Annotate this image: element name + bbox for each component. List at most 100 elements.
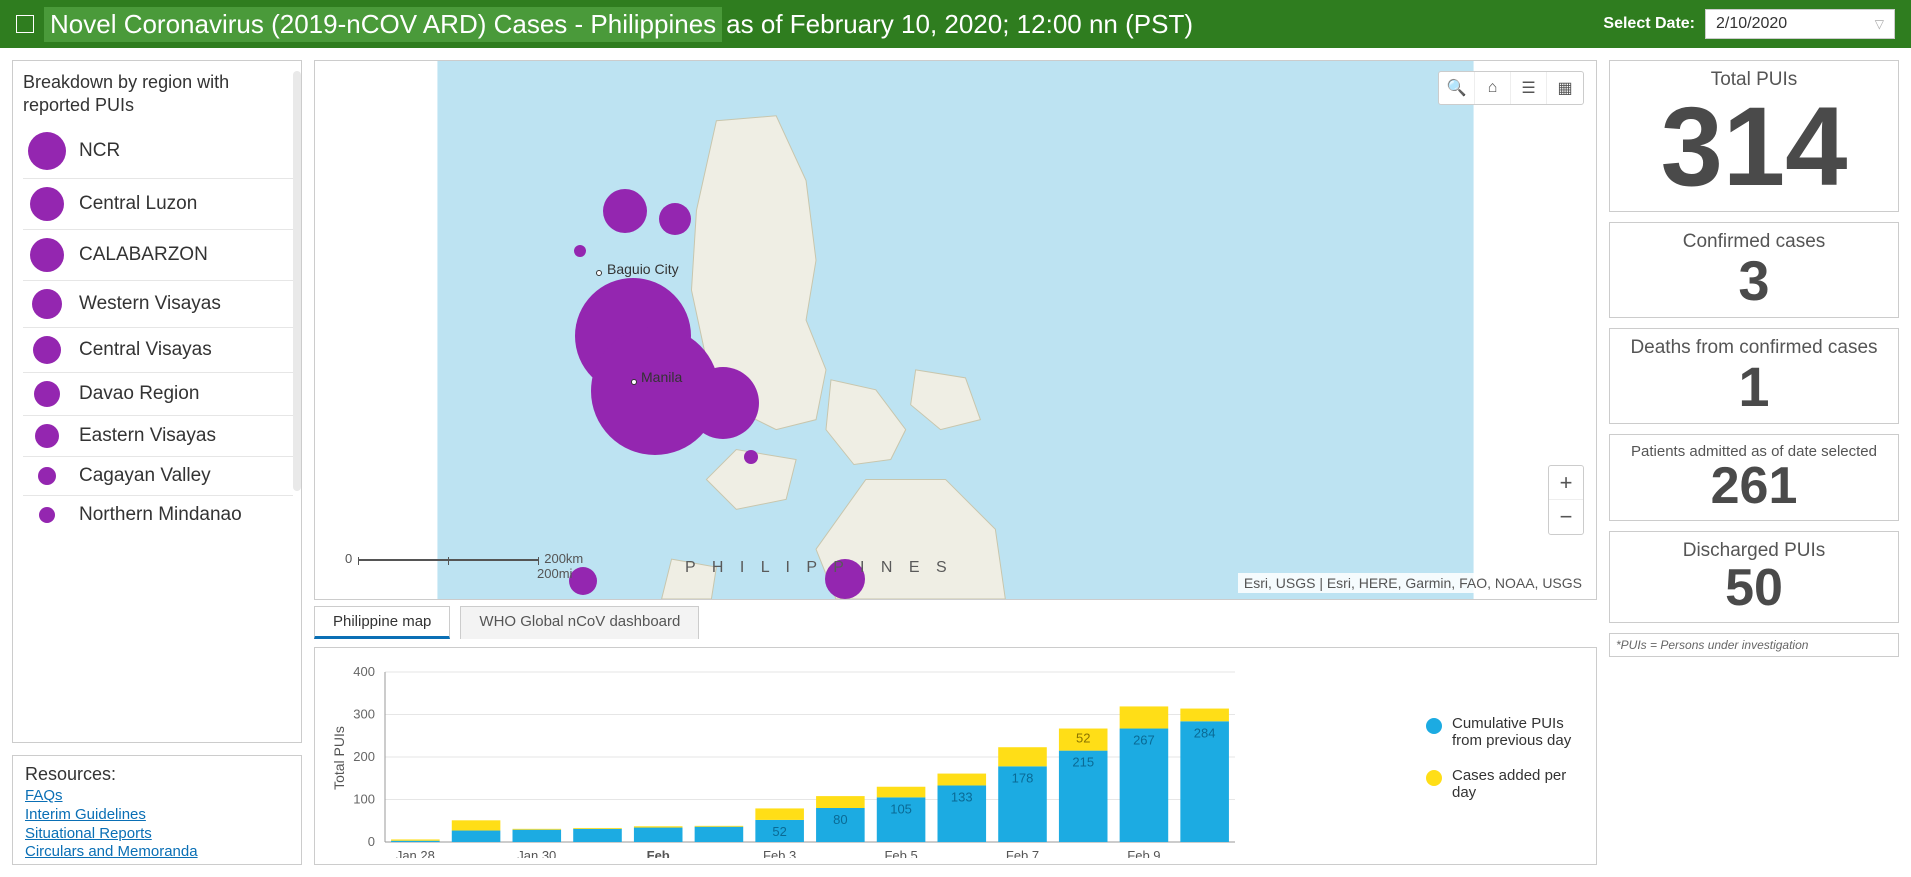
svg-text:Feb 9: Feb 9 xyxy=(1127,848,1160,858)
app-icon xyxy=(16,15,34,33)
svg-text:Feb 3: Feb 3 xyxy=(763,848,796,858)
svg-text:52: 52 xyxy=(1076,731,1090,746)
stat-value: 261 xyxy=(1616,460,1892,512)
region-dot-icon xyxy=(30,187,64,221)
svg-text:80: 80 xyxy=(833,812,847,827)
chart-y-title: Total PUIs xyxy=(331,726,347,790)
stat-value: 1 xyxy=(1616,359,1892,415)
map-bubble[interactable] xyxy=(659,203,691,235)
stat-card: Discharged PUIs50 xyxy=(1609,531,1899,623)
date-picker[interactable]: 2/10/2020 ▽ xyxy=(1705,9,1895,39)
scrollbar[interactable] xyxy=(293,71,301,491)
resource-link[interactable]: Situational Reports xyxy=(25,825,289,844)
search-icon[interactable]: 🔍 xyxy=(1439,72,1475,104)
legend-item: Cases added per day xyxy=(1426,767,1578,801)
svg-text:178: 178 xyxy=(1012,770,1034,785)
svg-text:400: 400 xyxy=(353,664,375,679)
region-item[interactable]: NCR xyxy=(23,124,293,179)
region-dot-icon xyxy=(32,289,62,319)
legend-text: Cumulative PUIs from previous day xyxy=(1452,715,1578,749)
region-item[interactable]: Eastern Visayas xyxy=(23,416,293,457)
stat-value: 3 xyxy=(1616,253,1892,309)
region-dot-icon xyxy=(34,381,60,407)
home-icon[interactable]: ⌂ xyxy=(1475,72,1511,104)
regions-title: Breakdown by region with reported PUIs xyxy=(23,71,293,116)
basemap-icon[interactable]: ▦ xyxy=(1547,72,1583,104)
scale-bar: 0200km 200mi xyxy=(345,551,583,581)
chart-panel: Total PUIs 01002003004005280105133178215… xyxy=(314,647,1597,865)
page-title-highlight: Novel Coronavirus (2019-nCOV ARD) Cases … xyxy=(44,7,722,42)
zoom-out-button[interactable]: − xyxy=(1549,500,1583,534)
map-toolbar: 🔍 ⌂ ☰ ▦ xyxy=(1438,71,1584,105)
city-label-baguio: Baguio City xyxy=(607,261,679,277)
main-layout: Breakdown by region with reported PUIs N… xyxy=(0,48,1911,877)
resources-title: Resources: xyxy=(25,764,289,785)
chart-svg: 0100200300400528010513317821552267284Jan… xyxy=(325,658,1408,858)
map-tab[interactable]: WHO Global nCoV dashboard xyxy=(460,606,699,639)
svg-text:0: 0 xyxy=(368,834,375,849)
stat-value: 50 xyxy=(1616,562,1892,614)
map-canvas[interactable] xyxy=(315,61,1596,599)
stat-card: Deaths from confirmed cases1 xyxy=(1609,328,1899,424)
map-tabs: Philippine map WHO Global nCoV dashboard xyxy=(314,606,1597,639)
region-item[interactable]: Northern Mindanao xyxy=(23,496,293,534)
region-item[interactable]: Cagayan Valley xyxy=(23,457,293,496)
city-dot xyxy=(596,270,602,276)
svg-text:215: 215 xyxy=(1072,755,1094,770)
svg-text:Jan 30: Jan 30 xyxy=(517,848,556,858)
region-dot-icon xyxy=(30,238,64,272)
region-dot-icon xyxy=(38,467,56,485)
region-dot-icon xyxy=(39,507,55,523)
resource-link[interactable]: Interim Guidelines xyxy=(25,806,289,825)
region-item[interactable]: Western Visayas xyxy=(23,281,293,328)
region-item[interactable]: Davao Region xyxy=(23,373,293,416)
city-label-manila: Manila xyxy=(641,369,682,385)
left-column: Breakdown by region with reported PUIs N… xyxy=(12,60,302,865)
region-label: Davao Region xyxy=(79,383,199,405)
region-label: CALABARZON xyxy=(79,244,208,266)
legend-item: Cumulative PUIs from previous day xyxy=(1426,715,1578,749)
svg-text:267: 267 xyxy=(1133,733,1155,748)
city-dot xyxy=(631,379,637,385)
svg-text:Feb 5: Feb 5 xyxy=(884,848,917,858)
region-label: Eastern Visayas xyxy=(79,425,216,447)
region-item[interactable]: Central Visayas xyxy=(23,328,293,373)
svg-text:133: 133 xyxy=(951,789,973,804)
svg-text:52: 52 xyxy=(772,824,786,839)
region-label: Northern Mindanao xyxy=(79,504,242,526)
region-item[interactable]: Central Luzon xyxy=(23,179,293,230)
svg-text:300: 300 xyxy=(353,707,375,722)
map-bubble[interactable] xyxy=(574,245,586,257)
map-tab[interactable]: Philippine map xyxy=(314,606,450,639)
region-label: Central Visayas xyxy=(79,339,212,361)
region-label: Western Visayas xyxy=(79,293,221,315)
resource-link[interactable]: FAQs xyxy=(25,787,289,806)
chevron-down-icon: ▽ xyxy=(1875,17,1884,31)
map-panel[interactable]: Baguio City Manila P H I L I P P I N E S… xyxy=(314,60,1597,600)
region-label: Cagayan Valley xyxy=(79,465,211,487)
resource-link[interactable]: Circulars and Memoranda xyxy=(25,843,289,862)
map-bubble[interactable] xyxy=(744,450,758,464)
svg-text:Jan 28: Jan 28 xyxy=(396,848,435,858)
stat-card: Total PUIs314 xyxy=(1609,60,1899,212)
region-dot-icon xyxy=(33,336,61,364)
zoom-in-button[interactable]: + xyxy=(1549,466,1583,500)
stat-card: Confirmed cases3 xyxy=(1609,222,1899,318)
map-bubble[interactable] xyxy=(603,189,647,233)
legend-swatch-icon xyxy=(1426,770,1442,786)
region-item[interactable]: CALABARZON xyxy=(23,230,293,281)
svg-text:Feb 7: Feb 7 xyxy=(1006,848,1039,858)
zoom-control: + − xyxy=(1548,465,1584,535)
region-list: NCR Central Luzon CALABARZON Western Visaya… xyxy=(23,124,293,534)
stat-card: Patients admitted as of date selected261 xyxy=(1609,434,1899,521)
header-bar: Novel Coronavirus (2019-nCOV ARD) Cases … xyxy=(0,0,1911,48)
page-title-rest: as of February 10, 2020; 12:00 nn (PST) xyxy=(726,9,1193,40)
layers-icon[interactable]: ☰ xyxy=(1511,72,1547,104)
svg-text:100: 100 xyxy=(353,792,375,807)
stat-value: 314 xyxy=(1616,91,1892,203)
date-picker-value: 2/10/2020 xyxy=(1716,15,1787,33)
map-bubble[interactable] xyxy=(687,367,759,439)
region-dot-icon xyxy=(28,132,66,170)
region-label: NCR xyxy=(79,140,120,162)
date-picker-label: Select Date: xyxy=(1603,15,1695,33)
